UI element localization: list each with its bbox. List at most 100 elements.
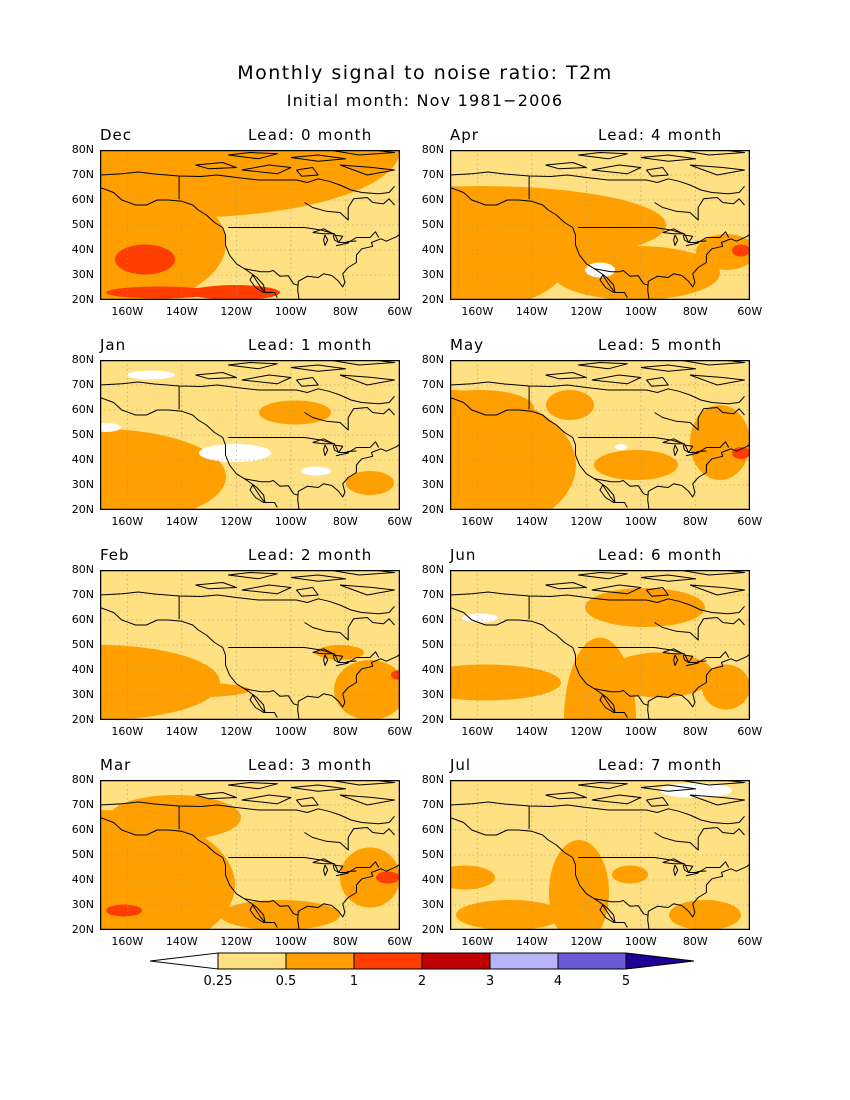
lon-tick-label: 80W <box>682 725 708 738</box>
coastline <box>329 360 395 366</box>
ratio-contour-region <box>732 447 750 459</box>
coastline <box>682 444 694 453</box>
map-canvas <box>450 570 750 720</box>
coastline <box>332 654 344 663</box>
lat-tick-label: 30N <box>421 898 444 911</box>
ratio-contour-region <box>100 810 235 930</box>
lat-tick-label: 30N <box>421 688 444 701</box>
figure-subtitle: Initial month: Nov 1981−2006 <box>286 91 564 110</box>
coastline <box>346 660 357 662</box>
ratio-contour-region <box>106 286 214 299</box>
map-canvas <box>450 150 750 300</box>
coastline <box>335 662 349 667</box>
lat-tick-label: 40N <box>421 453 444 466</box>
lat-tick-label: 20N <box>71 293 94 306</box>
colorbar-level-label: 2 <box>417 974 427 989</box>
lat-tick-label: 60N <box>71 613 94 626</box>
coastline <box>304 197 395 221</box>
ratio-contour-region <box>391 670 400 680</box>
coastline <box>662 648 684 655</box>
lon-tick-label: 60W <box>387 515 413 528</box>
coastline <box>323 654 329 666</box>
lon-tick-label: 160W <box>111 935 144 948</box>
lat-tick-label: 40N <box>71 453 94 466</box>
coastline <box>346 450 357 452</box>
coastline <box>329 780 395 786</box>
ratio-contour-region <box>301 466 331 476</box>
coastline <box>689 164 745 176</box>
panel-lead-label: Lead: 2 month <box>248 546 373 564</box>
coastline <box>339 164 395 176</box>
lon-tick-label: 140W <box>515 305 548 318</box>
lat-tick-label: 30N <box>71 688 94 701</box>
lat-tick-label: 70N <box>71 168 94 181</box>
lat-tick-label: 30N <box>421 478 444 491</box>
lat-tick-label: 80N <box>421 353 444 366</box>
coastline <box>346 870 357 872</box>
lon-tick-label: 140W <box>165 305 198 318</box>
coastline <box>290 574 346 582</box>
ratio-contour-region <box>564 637 636 720</box>
ratio-contour-region <box>100 645 220 720</box>
ratio-contour-region <box>606 652 714 698</box>
coastline <box>335 452 349 457</box>
map-border <box>100 570 400 720</box>
lon-tick-label: 120W <box>570 935 603 948</box>
lat-tick-label: 80N <box>421 773 444 786</box>
lon-tick-label: 80W <box>332 515 358 528</box>
lon-tick-label: 160W <box>461 515 494 528</box>
coastline <box>290 784 346 792</box>
ratio-contour-region <box>100 150 400 180</box>
lat-tick-label: 40N <box>421 873 444 886</box>
figure-title: Monthly signal to noise ratio: T2m <box>237 62 613 84</box>
lon-tick-label: 60W <box>387 725 413 738</box>
panel-month-label: Jan <box>100 336 127 354</box>
map-border <box>100 150 400 300</box>
coastline <box>654 617 745 641</box>
map-panel-apr <box>450 150 750 300</box>
coastline <box>545 792 587 800</box>
ratio-contour-region <box>702 664 750 710</box>
coastline <box>100 801 395 825</box>
coastline <box>244 268 299 286</box>
lon-tick-label: 100W <box>274 305 307 318</box>
map-canvas <box>100 150 400 300</box>
lon-tick-label: 120W <box>220 725 253 738</box>
ratio-contour-region <box>462 613 498 623</box>
coastline <box>241 584 292 595</box>
coastline <box>100 607 278 718</box>
coastline <box>100 381 395 405</box>
panel-month-label: Jul <box>450 756 472 774</box>
coastline <box>685 662 699 667</box>
lat-tick-label: 30N <box>71 478 94 491</box>
coastline <box>662 438 684 445</box>
coastline <box>591 374 642 385</box>
lat-tick-label: 40N <box>71 243 94 256</box>
lat-tick-label: 80N <box>71 773 94 786</box>
ratio-contour-region <box>115 244 175 275</box>
coastline <box>332 864 344 873</box>
lon-tick-label: 60W <box>737 935 763 948</box>
coastline <box>640 364 696 372</box>
colorbar-level-label: 1 <box>349 974 359 989</box>
lat-tick-label: 40N <box>71 873 94 886</box>
coastline <box>679 570 745 576</box>
coastline <box>673 234 679 246</box>
coastline <box>647 863 750 930</box>
coastline <box>450 817 628 928</box>
panel-month-label: Jun <box>450 546 477 564</box>
colorbar-swatch <box>285 952 355 970</box>
coastline <box>195 162 237 170</box>
lon-tick-label: 100W <box>274 725 307 738</box>
coastline <box>682 654 694 663</box>
lat-tick-label: 20N <box>71 713 94 726</box>
coastline <box>450 397 628 508</box>
coastline <box>100 817 278 928</box>
lon-tick-label: 160W <box>111 305 144 318</box>
lon-tick-label: 100W <box>274 515 307 528</box>
lat-tick-label: 80N <box>71 143 94 156</box>
lat-tick-label: 70N <box>421 588 444 601</box>
lat-tick-label: 20N <box>71 923 94 936</box>
coastline <box>679 780 745 786</box>
panel-month-label: Dec <box>100 126 133 144</box>
